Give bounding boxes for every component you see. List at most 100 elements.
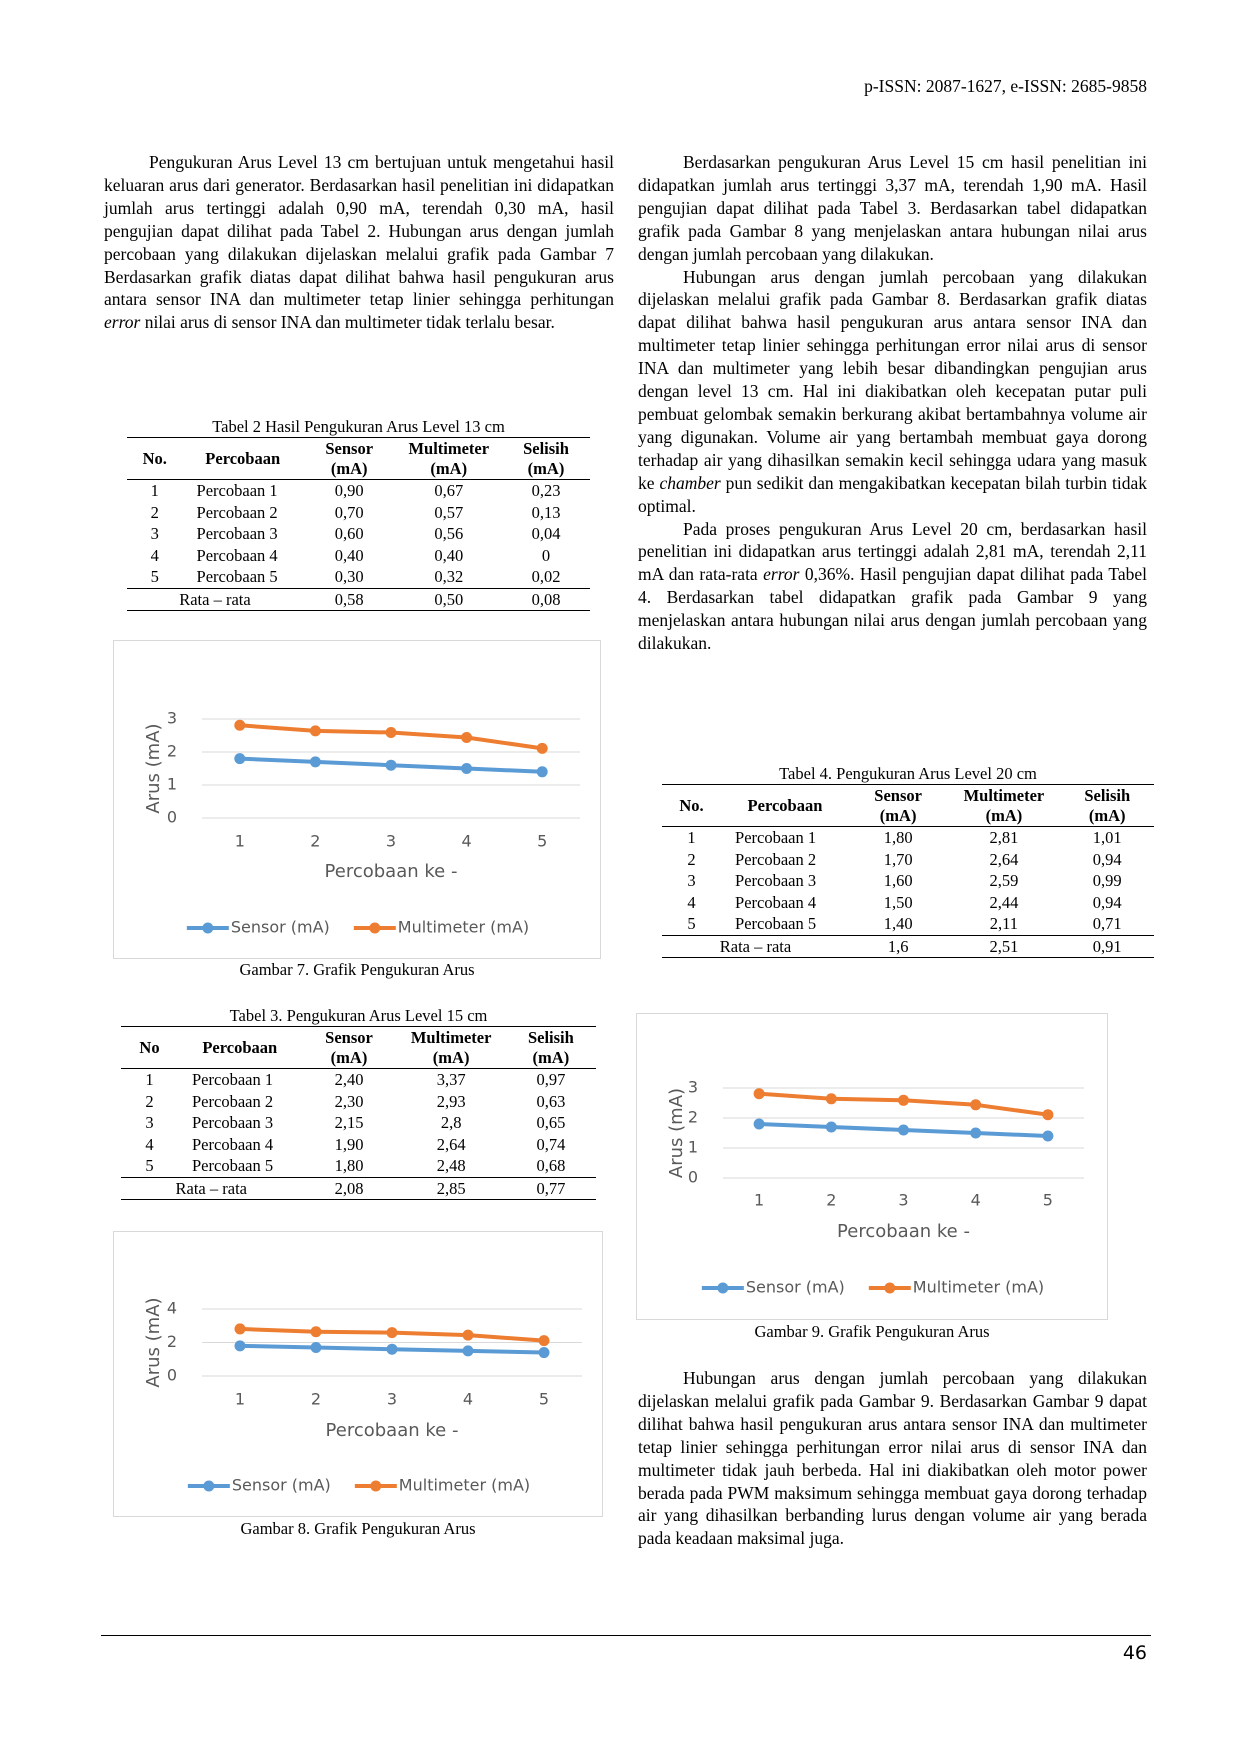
footer-row: Rata – rata 1,6 2,51 0,91 [662,934,1154,958]
x-axis-title: Percobaan ke - [326,1420,459,1441]
right-column: Berdasarkan pengukuran Arus Level 15 cm … [638,151,1147,655]
data-point [462,1345,474,1357]
table-cell: 3 [145,1113,154,1132]
header-cell: No [121,1026,178,1069]
table-row: 4 Percobaan 4 1,50 2,44 0,94 [662,892,1154,914]
table-cell: Percobaan 2 [192,1091,274,1111]
table-cell: 0,04 [531,524,561,543]
header-unit: (mA) [532,1047,570,1067]
header-row: No. Percobaan Sensor (mA) Multimeter (mA) Seli… [127,437,590,480]
data-point [1042,1130,1054,1142]
table-cell: 2,08 [301,1176,397,1200]
table-cell: 2,48 [436,1156,466,1175]
table-cell: 1,70 [883,849,913,869]
header-name: Selisih [523,439,569,458]
page-number: 46 [1122,1642,1147,1664]
header-name: Multimeter [410,1028,492,1047]
table-cell: 4 [150,545,159,565]
header-unit: (mA) [432,1047,470,1067]
table-row: 4 Percobaan 4 1,90 2,64 0,74 [121,1134,596,1156]
data-point [825,1121,837,1133]
table-cell: 0,74 [536,1134,566,1154]
x-tick-label: 1 [235,1390,245,1409]
table-cell: Percobaan 4 [735,892,817,912]
table: No Percobaan Sensor (mA) Multimeter (mA) Selis… [121,1026,596,1200]
table-cell: 1,80 [883,828,913,847]
y-axis-title: Arus (mA) [666,1088,687,1178]
header-cell: Percobaan [178,1026,302,1069]
table-cell: 3,37 [436,1070,466,1089]
data-point [461,731,473,743]
figure-caption: Gambar 8. Grafik Pengukuran Arus [240,1519,476,1538]
table-cell: Percobaan 1 [735,828,817,847]
header-cell: Multimeter (mA) [395,437,502,480]
table-cell: 0,40 [434,545,464,565]
legend-label: Multimeter (mA) [399,1476,530,1495]
table-cell: 2 [145,1091,154,1111]
data-point [898,1124,909,1136]
header-unit: (mA) [430,458,468,478]
table-block: Tabel 2 Hasil Pengukuran Arus Level 13 c… [127,417,590,611]
table-cell: 1,80 [334,1156,364,1175]
table-row: 1 Percobaan 1 0,90 0,67 0,23 [127,480,590,502]
data-point [753,1118,765,1130]
text: nilai arus di sensor INA dan multimeter … [140,312,555,333]
text: pun sedikit dan mengakibatkan kecepatan … [638,472,1147,516]
table-head: No. Percobaan Sensor (mA) Multimeter (mA) Seli… [127,437,590,480]
table-cell: 0,30 [334,567,364,586]
header-unit: (mA) [527,458,565,478]
table-cell: Percobaan 4 [192,1134,274,1154]
data-point [753,1088,765,1100]
table-row: 5 Percobaan 5 1,40 2,11 0,71 [662,913,1154,935]
y-tick-label: 3 [688,1078,698,1097]
table-cell: 0,97 [536,1070,566,1089]
header-unit: (mA) [985,805,1023,825]
paragraph: Hubungan arus dengan jumlah percobaan ya… [638,266,1147,518]
table-row: 2 Percobaan 2 0,70 0,57 0,13 [127,502,590,524]
table-row: 1 Percobaan 1 1,80 2,81 1,01 [662,827,1154,849]
table-cell: 0 [541,545,551,565]
header-cell: No. [662,784,722,827]
header-cell: Percobaan [182,437,303,480]
table-cell: Percobaan 4 [196,545,278,565]
data-point [234,1323,246,1335]
table-cell: 1,50 [883,892,913,912]
data-point [462,1329,474,1341]
header-cell: Sensor (mA) [848,784,948,827]
table-cell: 2,40 [334,1070,364,1089]
table-cell: 2,44 [989,892,1019,912]
table-cell: Rata – rata [121,1176,302,1200]
table-cell: 1,40 [883,914,913,933]
table-cell: 2,93 [436,1091,466,1111]
table-cell: Percobaan 3 [735,871,817,890]
x-tick-label: 4 [463,1390,473,1409]
table-cell: 2,59 [989,871,1019,890]
header-cell: Multimeter (mA) [396,1026,506,1069]
table-cell: 0,65 [536,1113,566,1132]
table-cell: 5 [150,567,159,586]
table-cell: 2,8 [440,1113,462,1132]
y-tick-label: 2 [167,742,177,761]
x-tick-label: 3 [898,1191,908,1210]
y-tick-label: 0 [167,808,177,827]
header-name: Sensor [325,439,374,458]
header-cell: No. [127,437,183,480]
data-point [310,1326,322,1338]
legend: Sensor (mA) Multimeter (mA) [186,918,529,937]
text: Pengukuran Arus Level 13 cm bertujuan un… [104,152,614,310]
y-tick-label: 4 [167,1299,177,1318]
table-row: 3 Percobaan 3 1,60 2,59 0,99 [662,870,1154,892]
x-tick-label: 2 [310,832,320,851]
header-name: Selisih [527,1028,574,1047]
data-point [536,766,548,778]
table-cell: 0,90 [334,481,364,500]
y-tick-label: 2 [688,1108,698,1127]
table-cell: 1,90 [334,1134,364,1154]
table-cell: 5 [145,1156,154,1175]
data-point [385,727,397,739]
table-caption: Tabel 4. Pengukuran Arus Level 20 cm [779,764,1037,783]
x-tick-label: 5 [1043,1191,1053,1210]
legend-marker [370,1480,382,1492]
table-cell: Rata – rata [662,934,849,958]
table-cell: 0,94 [1092,892,1122,912]
